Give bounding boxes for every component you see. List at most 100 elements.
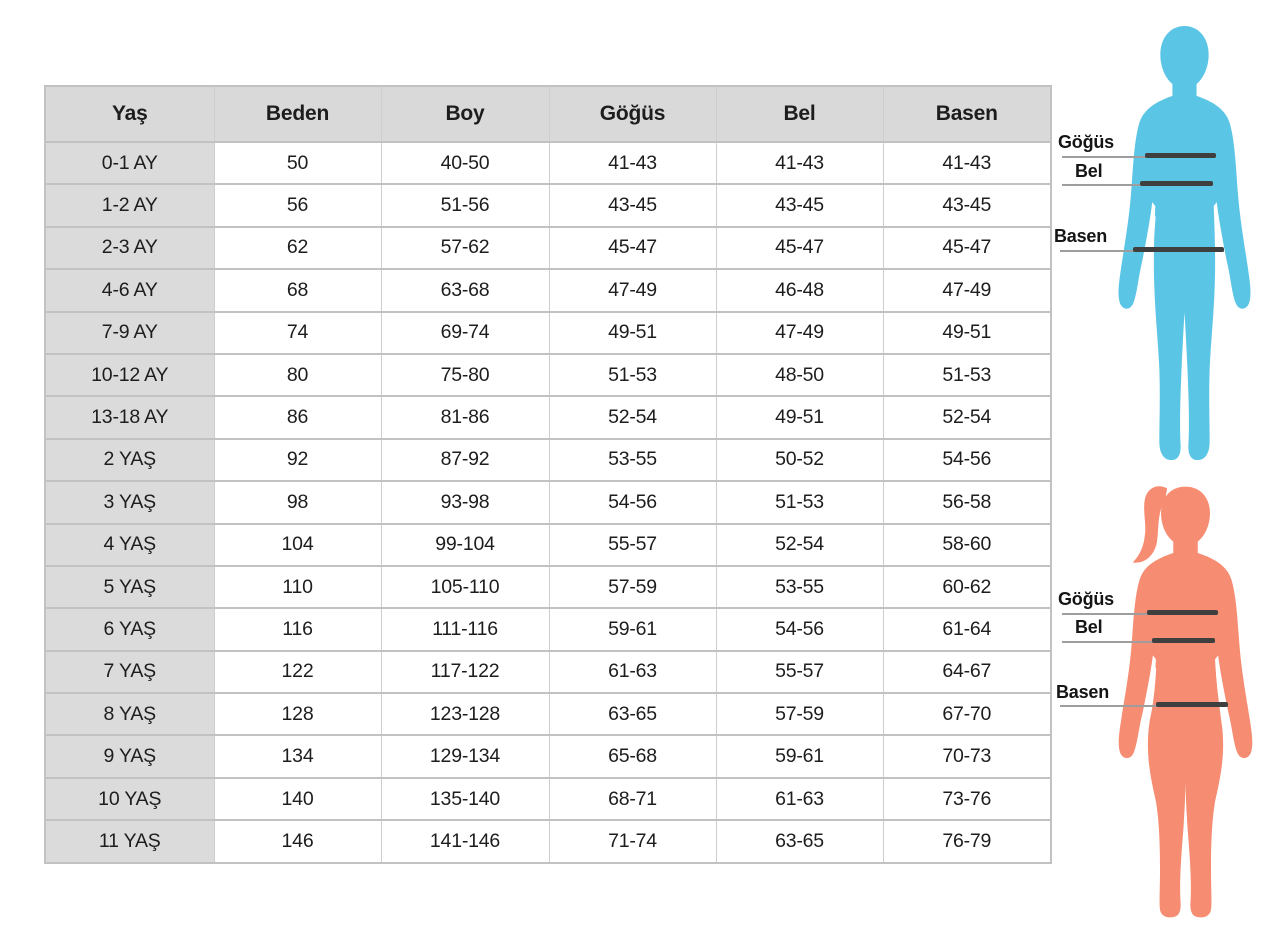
value-cell: 98: [213, 480, 382, 525]
ponytail-shape: [1132, 486, 1168, 563]
value-cell: 65-68: [548, 734, 717, 779]
value-cell: 41-43: [715, 140, 884, 186]
value-cell: 52-54: [882, 395, 1052, 440]
value-cell: 51-53: [548, 352, 717, 398]
value-cell: 71-74: [548, 819, 717, 864]
value-cell: 55-57: [548, 522, 717, 567]
chest-line-bottom: [1062, 613, 1218, 615]
table-row: 7 YAŞ 122 117-122 61-63 55-57 64-67: [44, 649, 1052, 695]
row-label-cell: 6 YAŞ: [44, 607, 215, 652]
hip-bar-top: [1133, 247, 1224, 252]
waist-label-bottom: Bel: [1075, 617, 1103, 637]
value-cell: 43-45: [882, 183, 1052, 228]
value-cell: 40-50: [380, 140, 550, 186]
girl-silhouette: [1118, 486, 1253, 918]
value-cell: 49-51: [882, 310, 1052, 355]
value-cell: 70-73: [882, 734, 1052, 779]
value-cell: 63-68: [380, 268, 550, 313]
column-header: Beden: [213, 85, 382, 143]
chest-bar-bottom: [1147, 610, 1218, 615]
table-row: 10-12 AY 80 75-80 51-53 48-50 51-53: [44, 352, 1052, 398]
value-cell: 73-76: [882, 776, 1052, 822]
value-cell: 62: [213, 225, 382, 271]
child-silhouette: [1118, 25, 1251, 461]
value-cell: 134: [213, 734, 382, 779]
table-row: 7-9 AY 74 69-74 49-51 47-49 49-51: [44, 310, 1052, 355]
chest-line-top: [1062, 156, 1216, 158]
header-row: Yaş Beden Boy Göğüs Bel Basen: [44, 85, 1052, 143]
table-row: 9 YAŞ 134 129-134 65-68 59-61 70-73: [44, 734, 1052, 779]
table-row: 13-18 AY 86 81-86 52-54 49-51 52-54: [44, 395, 1052, 440]
size-table-container: Yaş Beden Boy Göğüs Bel Basen 0-1 AY 50 40-50 41…: [44, 85, 1052, 864]
value-cell: 64-67: [882, 649, 1052, 695]
body-figure-top: [1118, 25, 1251, 461]
value-cell: 141-146: [380, 819, 550, 864]
value-cell: 54-56: [882, 437, 1052, 483]
value-cell: 61-64: [882, 607, 1052, 652]
value-cell: 75-80: [380, 352, 550, 398]
value-cell: 69-74: [380, 310, 550, 355]
waist-line-bottom: [1062, 641, 1215, 643]
value-cell: 81-86: [380, 395, 550, 440]
value-cell: 87-92: [380, 437, 550, 483]
value-cell: 57-59: [715, 692, 884, 737]
value-cell: 47-49: [882, 268, 1052, 313]
value-cell: 116: [213, 607, 382, 652]
value-cell: 56: [213, 183, 382, 228]
value-cell: 53-55: [715, 564, 884, 610]
value-cell: 48-50: [715, 352, 884, 398]
table-row: 4 YAŞ 104 99-104 55-57 52-54 58-60: [44, 522, 1052, 567]
value-cell: 57-62: [380, 225, 550, 271]
row-label-cell: 4 YAŞ: [44, 522, 215, 567]
value-cell: 47-49: [548, 268, 717, 313]
table-row: 11 YAŞ 146 141-146 71-74 63-65 76-79: [44, 819, 1052, 864]
hip-line-bottom: [1060, 705, 1228, 707]
row-label-cell: 4-6 AY: [44, 268, 215, 313]
value-cell: 60-62: [882, 564, 1052, 610]
value-cell: 51-56: [380, 183, 550, 228]
value-cell: 57-59: [548, 564, 717, 610]
value-cell: 105-110: [380, 564, 550, 610]
value-cell: 68: [213, 268, 382, 313]
value-cell: 52-54: [715, 522, 884, 567]
column-header: Göğüs: [548, 85, 717, 143]
value-cell: 122: [213, 649, 382, 695]
value-cell: 51-53: [882, 352, 1052, 398]
value-cell: 54-56: [548, 480, 717, 525]
hip-bar-bottom: [1156, 702, 1228, 707]
row-label-cell: 13-18 AY: [44, 395, 215, 440]
table-row: 8 YAŞ 128 123-128 63-65 57-59 67-70: [44, 692, 1052, 737]
waist-bar-top: [1140, 181, 1213, 186]
column-header: Boy: [380, 85, 550, 143]
row-label-cell: 7 YAŞ: [44, 649, 215, 695]
value-cell: 58-60: [882, 522, 1052, 567]
chest-label-top: Göğüs: [1058, 132, 1114, 152]
column-header: Yaş: [44, 85, 215, 143]
value-cell: 68-71: [548, 776, 717, 822]
waist-line-top: [1062, 184, 1213, 186]
row-label-cell: 9 YAŞ: [44, 734, 215, 779]
value-cell: 46-48: [715, 268, 884, 313]
table-body: 0-1 AY 50 40-50 41-43 41-43 41-43 1-2 AY 56 51-5…: [44, 140, 1052, 864]
value-cell: 74: [213, 310, 382, 355]
chest-bar-top: [1145, 153, 1216, 158]
row-label-cell: 10 YAŞ: [44, 776, 215, 822]
value-cell: 52-54: [548, 395, 717, 440]
column-header: Bel: [715, 85, 884, 143]
value-cell: 93-98: [380, 480, 550, 525]
value-cell: 56-58: [882, 480, 1052, 525]
row-label-cell: 10-12 AY: [44, 352, 215, 398]
value-cell: 50-52: [715, 437, 884, 483]
value-cell: 92: [213, 437, 382, 483]
value-cell: 99-104: [380, 522, 550, 567]
row-label-cell: 11 YAŞ: [44, 819, 215, 864]
value-cell: 49-51: [715, 395, 884, 440]
table-row: 10 YAŞ 140 135-140 68-71 61-63 73-76: [44, 776, 1052, 822]
value-cell: 140: [213, 776, 382, 822]
table-row: 3 YAŞ 98 93-98 54-56 51-53 56-58: [44, 480, 1052, 525]
value-cell: 51-53: [715, 480, 884, 525]
waist-label-top: Bel: [1075, 161, 1103, 181]
table-row: 5 YAŞ 110 105-110 57-59 53-55 60-62: [44, 564, 1052, 610]
chest-label-bottom: Göğüs: [1058, 589, 1114, 609]
